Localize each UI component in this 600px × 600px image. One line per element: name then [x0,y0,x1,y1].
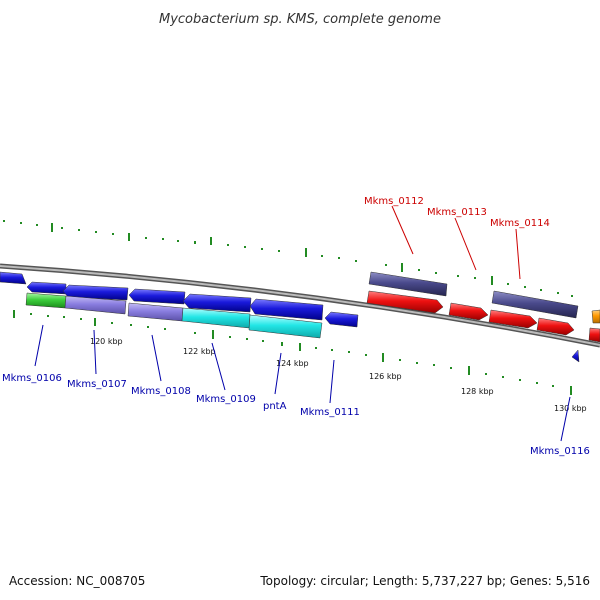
feature-segment[interactable] [25,292,67,309]
gene-label-mkms-0114[interactable]: Mkms_0114 [490,218,550,229]
genome-backbone [0,263,600,348]
gene-label-mkms-0108[interactable]: Mkms_0108 [131,386,191,397]
gene-label-mkms-0116[interactable]: Mkms_0116 [530,446,590,457]
gene-arrow[interactable] [128,288,186,305]
gene-arrow[interactable] [491,290,579,319]
accession-text: Accession: NC_008705 [9,574,145,588]
reverse-strand-genes [26,281,600,363]
gene-arrow[interactable] [588,327,600,343]
gene-arrow[interactable] [182,293,252,313]
forward-strand-genes [0,271,579,319]
scale-label: 124 kbp [276,359,309,368]
gene-arrow[interactable] [448,302,489,321]
gene-label-mkms-0107[interactable]: Mkms_0107 [67,379,127,390]
gene-label-pnta[interactable]: pntA [263,401,287,412]
gene-label-mkms-0109[interactable]: Mkms_0109 [196,394,256,405]
gene-arrow[interactable] [0,271,27,285]
gene-arrow[interactable] [368,271,448,297]
genome-summary-text: Topology: circular; Length: 5,737,227 bp… [259,574,590,588]
gene-label-mkms-0113[interactable]: Mkms_0113 [427,207,487,218]
gene-arrow[interactable] [591,309,600,324]
gene-arrow[interactable] [366,290,444,314]
gene-arrow[interactable] [488,309,538,329]
scale-label: 128 kbp [461,387,494,396]
scale-label: 122 kbp [183,347,216,356]
gene-arrow[interactable] [571,349,580,363]
feature-track [25,292,323,339]
forward-gene-labels: Mkms_0112 Mkms_0113 Mkms_0114 [364,196,550,280]
gene-arrow[interactable] [26,281,67,295]
gene-label-mkms-0112[interactable]: Mkms_0112 [364,196,424,207]
gene-label-mkms-0106[interactable]: Mkms_0106 [2,373,62,384]
reverse-gene-labels: Mkms_0106 Mkms_0107 Mkms_0108 Mkms_0109 … [2,324,590,457]
inner-tick-track [13,310,572,395]
scale-labels: 120 kbp 122 kbp 124 kbp 126 kbp 128 kbp … [90,337,587,413]
gene-arrow[interactable] [536,317,575,336]
map-title: Mycobacterium sp. KMS, complete genome [159,12,441,27]
feature-segment[interactable] [64,295,127,315]
feature-segment[interactable] [127,302,184,322]
gene-arrow[interactable] [324,311,359,328]
feature-segment[interactable] [248,314,323,339]
gene-label-mkms-0111[interactable]: Mkms_0111 [300,407,360,418]
scale-label: 126 kbp [369,372,402,381]
scale-label: 120 kbp [90,337,123,346]
gene-arrow[interactable] [249,298,324,321]
scale-label: 130 kbp [554,404,587,413]
outer-tick-track [3,220,573,297]
